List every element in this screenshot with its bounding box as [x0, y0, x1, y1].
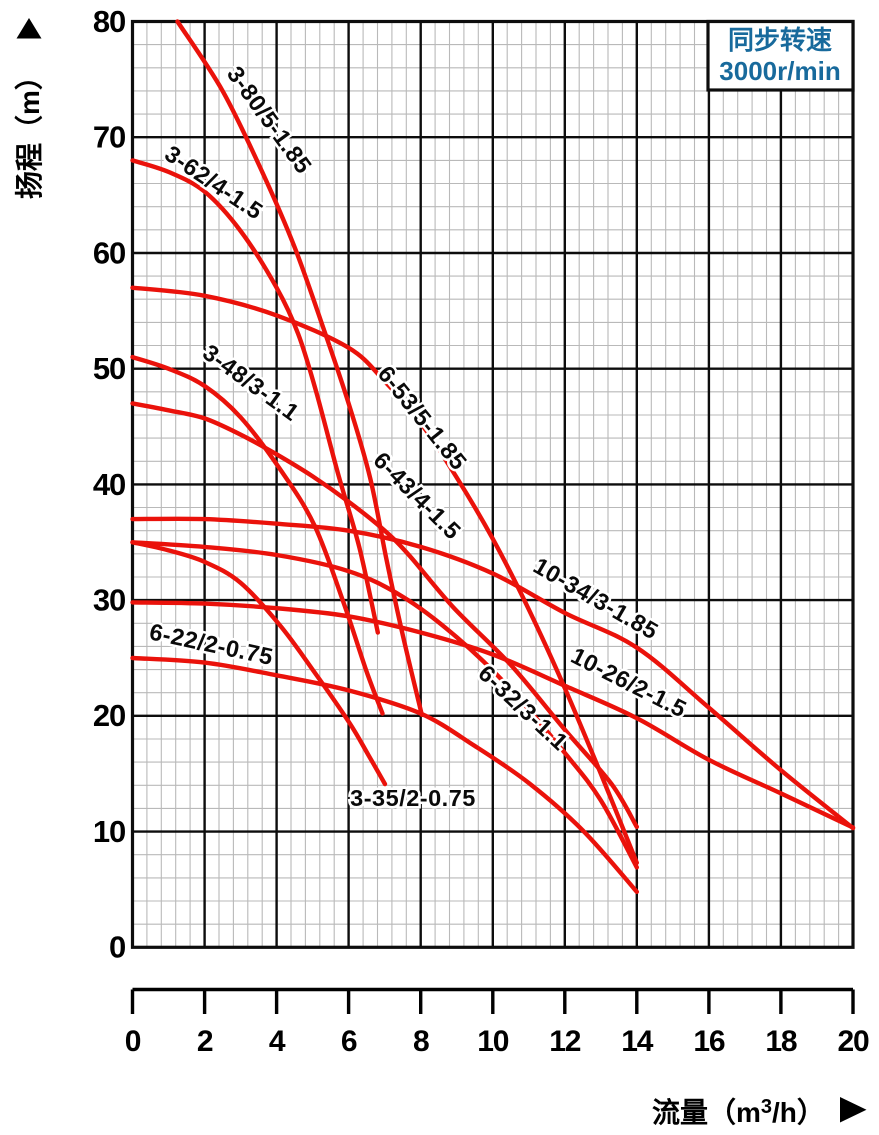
svg-text:20: 20 [93, 698, 125, 733]
svg-text:8: 8 [413, 1025, 429, 1058]
svg-text:30: 30 [93, 583, 125, 618]
svg-text:3-35/2-0.75: 3-35/2-0.75 [350, 785, 476, 811]
svg-text:50: 50 [93, 351, 125, 386]
svg-text:10: 10 [93, 814, 125, 849]
svg-text:16: 16 [693, 1025, 724, 1058]
svg-text:2: 2 [197, 1025, 213, 1058]
svg-text:同步转速: 同步转速 [728, 25, 832, 55]
svg-text:流量（m3/h）: 流量（m3/h） [652, 1096, 825, 1128]
svg-text:扬程（m）: 扬程（m） [13, 62, 45, 199]
svg-text:10: 10 [477, 1025, 508, 1058]
svg-text:40: 40 [93, 467, 125, 502]
svg-text:4: 4 [269, 1025, 286, 1058]
svg-text:70: 70 [93, 120, 125, 155]
svg-text:0: 0 [109, 930, 125, 965]
svg-text:60: 60 [93, 235, 125, 270]
svg-text:18: 18 [765, 1025, 796, 1058]
svg-text:0: 0 [125, 1025, 141, 1058]
svg-text:3000r/min: 3000r/min [719, 56, 840, 86]
svg-text:14: 14 [621, 1025, 653, 1058]
svg-text:80: 80 [93, 4, 125, 39]
svg-text:6: 6 [341, 1025, 357, 1058]
svg-text:20: 20 [838, 1025, 869, 1058]
svg-text:12: 12 [549, 1025, 580, 1058]
